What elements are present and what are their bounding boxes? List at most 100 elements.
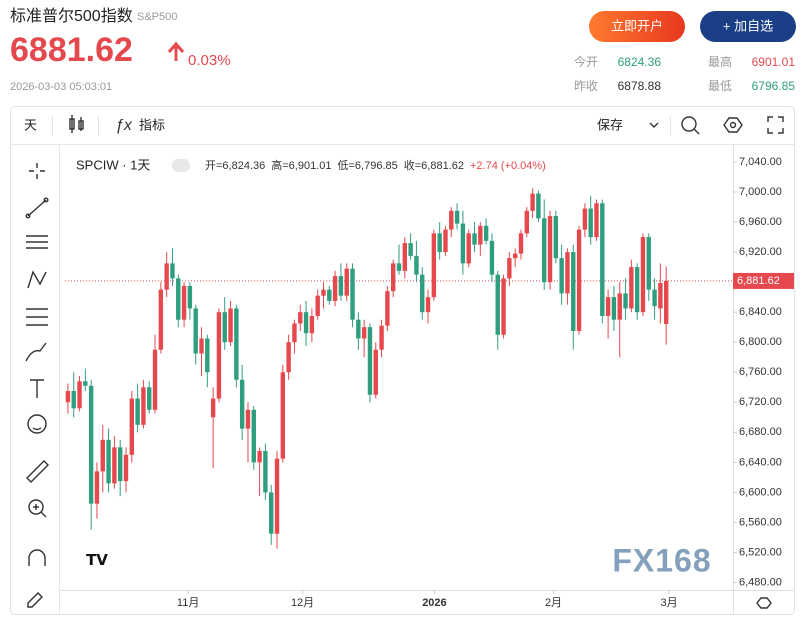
stat-label: 最高 [708,54,732,69]
candle-body [553,216,559,259]
candle-body [443,229,448,253]
alert-icon[interactable] [681,116,700,135]
candle-body [112,447,117,484]
candle-body [559,258,564,294]
y-tick-label: 6,480.00 [739,576,782,588]
svg-text:𝗧𝗩: 𝗧𝗩 [86,552,108,569]
candle-body [367,327,373,395]
save-menu[interactable] [649,122,659,128]
x-tick-label: 2026 [422,597,446,609]
candle-body [222,312,227,343]
candle-type-icon[interactable] [69,115,84,133]
button-label: 立即开户 [611,18,663,33]
timestamp: 2026-03-03 05:03:01 [10,81,112,93]
candle-body [512,253,518,259]
candle-body [460,223,466,264]
candle-body [344,268,349,296]
candle-body [164,263,169,290]
candle-body [640,237,646,313]
candle-body [524,210,529,234]
axis-settings[interactable] [756,597,772,609]
last-price-label: 6,881.62 [737,275,780,287]
candle-body [617,293,622,320]
candle-body [135,398,140,425]
candle-body [123,454,129,482]
candle-body [338,276,344,296]
candle-body [623,293,628,309]
candle-body [193,308,198,354]
candle-body [425,297,431,313]
candle-body [350,268,355,320]
candle-body [652,289,657,307]
candle-body [489,240,495,275]
title: 标准普尔500指数 [10,7,133,25]
candle-body [158,289,164,350]
candle-body [181,285,187,320]
indicators[interactable]: 指标 [139,117,165,132]
change: 0.03% [188,52,231,69]
open-account-button[interactable]: 立即开户 [589,11,685,42]
symbol: S&P500 [137,11,177,23]
candle-body [141,387,146,425]
change-label: +2.74 (+0.04%) [470,160,546,172]
candle-body [634,267,640,313]
candle-body [658,282,663,309]
y-tick-label: 7,000.00 [739,186,782,198]
candle-body [315,295,320,316]
drawing-tools[interactable] [25,163,49,608]
candle-body [251,409,256,463]
stat-value: 6901.01 [752,55,796,69]
candle-body [356,319,361,339]
fx-icon[interactable]: ƒx [115,117,133,134]
candle-body [449,210,454,230]
y-tick-label: 6,800.00 [739,336,782,348]
save[interactable]: 保存 [597,117,623,132]
candle-body [571,252,576,331]
candle-body [210,398,216,418]
candle-body [605,297,611,316]
candle-body [71,391,76,409]
chart-frame [10,106,795,615]
candle-body [600,203,605,316]
candle-body [646,237,651,290]
ohlc-value: 开=6,824.36 [205,160,265,172]
candle-body [565,252,570,294]
candle-body [303,312,309,334]
candle-body [88,385,94,504]
y-tick-label: 6,560.00 [739,516,782,528]
candle-body [199,338,204,354]
candle-body [239,379,245,429]
settings-icon[interactable] [723,117,743,133]
candle-body [483,225,489,241]
candle-body [431,233,437,298]
candle-body [257,451,262,463]
candle-body [547,216,553,283]
y-tick-label: 6,920.00 [739,246,782,258]
watchlist-button[interactable]: + 加自选 [700,11,796,42]
candle-body [373,349,378,395]
candle-body [478,225,483,245]
candle-body [234,308,239,380]
candle-body [228,308,233,343]
candle-body [576,229,582,331]
candle-body [94,471,100,504]
candle-body [117,447,123,482]
ohlc-value: 收=6,881.62 [404,158,464,172]
candle-body [420,274,425,313]
candle-body [582,208,588,230]
x-tick-label: 2月 [545,597,562,609]
interval[interactable]: 天 [24,117,37,132]
candle-body [385,291,390,326]
y-tick-label: 6,760.00 [739,366,782,378]
candle-body [205,338,210,373]
candle-body [286,342,291,373]
candle-body [402,243,408,271]
stat-label: 最低 [708,79,732,93]
candle-body [408,243,413,256]
fullscreen-icon[interactable] [767,116,784,134]
candle-body [321,289,326,296]
y-tick-label: 6,840.00 [739,306,782,318]
candle-body [495,274,500,335]
up-arrow [167,41,185,61]
